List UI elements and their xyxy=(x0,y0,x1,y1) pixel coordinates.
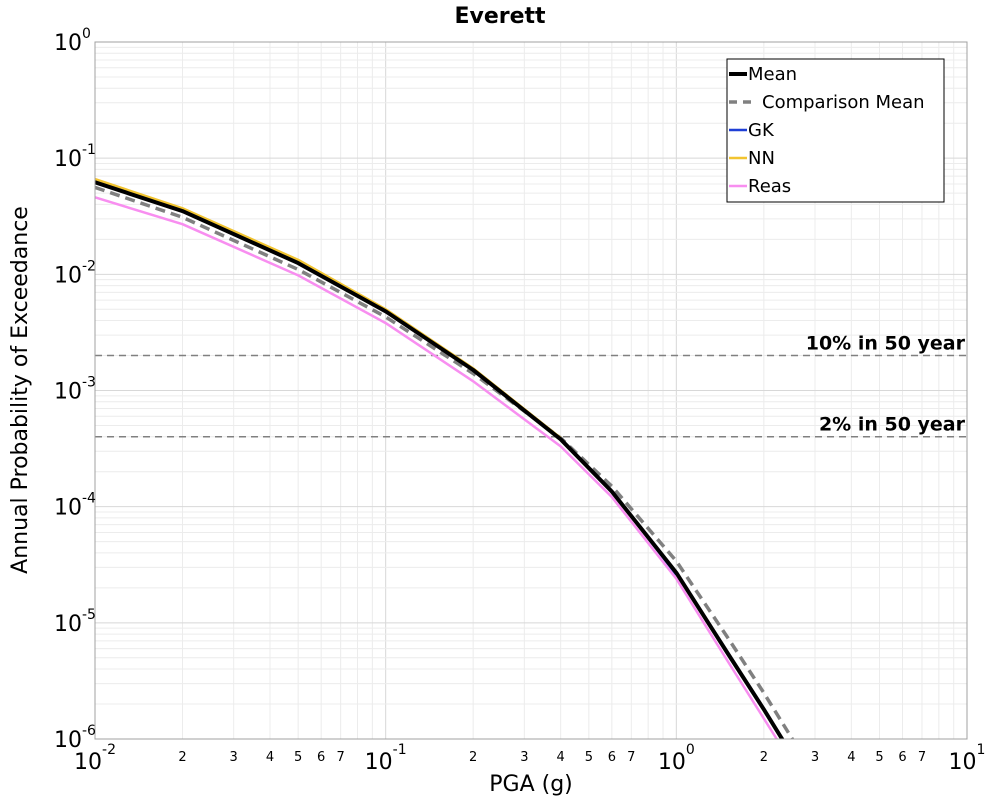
x-minor-tick-label: 6 xyxy=(898,750,906,765)
y-tick-label: 100 xyxy=(54,26,91,56)
x-minor-tick-label: 5 xyxy=(875,750,883,765)
legend-label: Comparison Mean xyxy=(762,92,925,113)
x-minor-tick-label: 7 xyxy=(627,750,635,765)
x-axis-label: PGA (g) xyxy=(489,772,573,797)
x-minor-tick-label: 6 xyxy=(317,750,325,765)
x-minor-tick-label: 7 xyxy=(918,750,926,765)
y-tick-label: 10-6 xyxy=(54,723,96,753)
x-minor-tick-label: 3 xyxy=(811,750,819,765)
x-minor-tick-label: 4 xyxy=(266,750,274,765)
y-tick-label: 10-1 xyxy=(54,142,96,172)
y-tick-label: 10-3 xyxy=(54,375,96,405)
x-minor-tick-label: 6 xyxy=(608,750,616,765)
series-line-comparison-mean xyxy=(95,185,795,739)
x-minor-tick-label: 4 xyxy=(847,750,855,765)
x-minor-tick-label: 7 xyxy=(337,750,345,765)
y-axis-label: Annual Probability of Exceedance xyxy=(8,206,33,574)
grid xyxy=(95,42,967,739)
y-tick-label: 10-2 xyxy=(54,258,96,288)
reference-line-label: 10% in 50 year xyxy=(806,333,966,355)
x-minor-tick-label: 2 xyxy=(760,750,768,765)
x-minor-tick-label: 5 xyxy=(585,750,593,765)
legend-box xyxy=(726,58,945,203)
plot-area-frame xyxy=(94,41,968,740)
x-tick-label: 100 xyxy=(658,742,695,775)
x-minor-tick-label: 2 xyxy=(178,750,186,765)
y-tick-label: 10-5 xyxy=(54,607,96,637)
series-line-mean xyxy=(95,180,785,739)
reference-line-label: 2% in 50 year xyxy=(819,414,966,436)
x-tick-label: 10-1 xyxy=(365,742,407,775)
x-minor-tick-label: 4 xyxy=(557,750,565,765)
x-tick-label: 10-2 xyxy=(74,742,116,775)
legend-label: GK xyxy=(748,120,775,141)
y-tick-label: 10-4 xyxy=(54,491,96,521)
chart-title: Everett xyxy=(454,4,546,29)
legend-label: Mean xyxy=(748,64,797,85)
legend-label: Reas xyxy=(748,176,791,197)
legend: Mean Comparison Mean GK NN Reas xyxy=(726,58,945,203)
series-lines xyxy=(95,177,795,739)
x-tick-label: 101 xyxy=(949,742,986,775)
x-minor-tick-label: 5 xyxy=(294,750,302,765)
reference-lines: 10% in 50 year 2% in 50 year xyxy=(95,333,967,438)
legend-label: NN xyxy=(748,148,775,169)
x-minor-tick-label: 2 xyxy=(469,750,477,765)
y-axis-ticks: 100 10-1 10-2 10-3 10-4 10-5 10-6 xyxy=(54,26,96,753)
x-minor-tick-label: 3 xyxy=(520,750,528,765)
x-minor-tick-label: 3 xyxy=(230,750,238,765)
series-line-reas xyxy=(95,196,779,739)
